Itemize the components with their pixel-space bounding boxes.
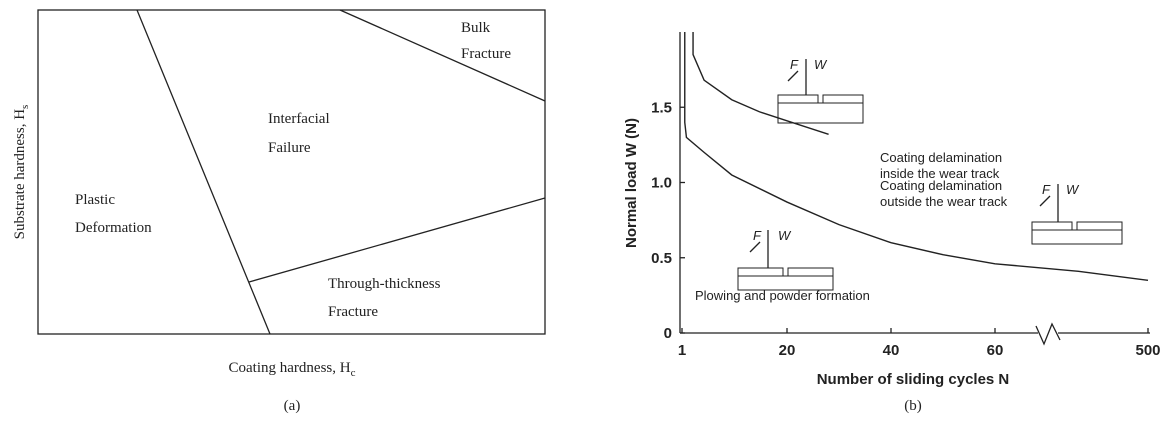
icon-label: W: [814, 57, 828, 72]
wear-icon: F W: [737, 228, 834, 291]
y-axis-label: Normal load W (N): [623, 118, 640, 248]
curve: [692, 32, 829, 136]
boundary: [136, 9, 271, 335]
region-label: Fracture: [461, 46, 511, 62]
region-label: Plastic: [75, 192, 115, 208]
x-tick-label: 500: [1135, 342, 1160, 359]
y-tick-label: 0.5: [651, 250, 672, 267]
annotation: inside the wear track: [880, 166, 1000, 181]
y-axis-label: Substrate hardness, Hs: [12, 105, 31, 240]
subscript: s: [19, 105, 31, 109]
region-label: Deformation: [75, 220, 152, 236]
panel-a: Bulk Fracture Interfacial Failure Plasti…: [12, 9, 546, 414]
wear-icon: F W: [777, 57, 864, 124]
region-label: Fracture: [328, 304, 378, 320]
curve: [684, 32, 1149, 282]
panel-b: (b) Number of sliding cycles N Normal lo…: [623, 57, 1123, 414]
annotation: Plowing and powder formation: [695, 288, 870, 303]
region-label: Interfacial: [268, 111, 330, 127]
axis-break: [1035, 322, 1061, 346]
icon-label: F: [790, 57, 799, 72]
label-text: Substrate hardness, H: [12, 109, 28, 240]
label-text: Coating hardness, H: [229, 360, 351, 376]
region-label: Bulk: [461, 20, 491, 36]
x-axis-label: Number of sliding cycles N: [817, 371, 1010, 388]
y-tick-label: 1.5: [651, 99, 672, 116]
icon-label: W: [1066, 182, 1080, 197]
boundary: [248, 197, 546, 283]
x-tick-label: 20: [779, 342, 796, 359]
wear-icon: F W: [1031, 182, 1123, 245]
panel-label: (a): [284, 398, 301, 414]
region-label: Failure: [268, 140, 311, 156]
boundary: [339, 9, 546, 102]
x-tick-label: 40: [883, 342, 900, 359]
x-axis-label: Coating hardness, Hc: [229, 360, 356, 379]
x-tick-label: 60: [987, 342, 1004, 359]
icon-label: F: [1042, 182, 1051, 197]
subscript: c: [351, 367, 356, 379]
x-tick-label: 1: [678, 342, 686, 359]
icon-label: W: [778, 228, 792, 243]
y-tick-label: 0: [664, 325, 672, 342]
annotation: Coating delamination: [880, 178, 1002, 193]
annotation: outside the wear track: [880, 194, 1008, 209]
annotation: Coating delamination: [880, 150, 1002, 165]
map-frame: [37, 9, 546, 335]
y-tick-label: 1.0: [651, 175, 672, 192]
panel-label: (b): [904, 398, 922, 414]
region-label: Through-thickness: [328, 276, 441, 292]
icon-label: F: [753, 228, 762, 243]
